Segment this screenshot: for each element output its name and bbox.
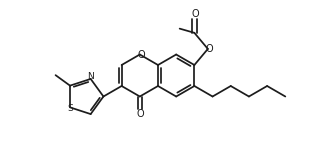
Text: O: O [205, 44, 213, 54]
Text: O: O [137, 49, 145, 59]
Text: O: O [136, 109, 144, 119]
Text: N: N [87, 72, 94, 81]
Text: O: O [192, 9, 199, 19]
Text: S: S [67, 104, 73, 113]
